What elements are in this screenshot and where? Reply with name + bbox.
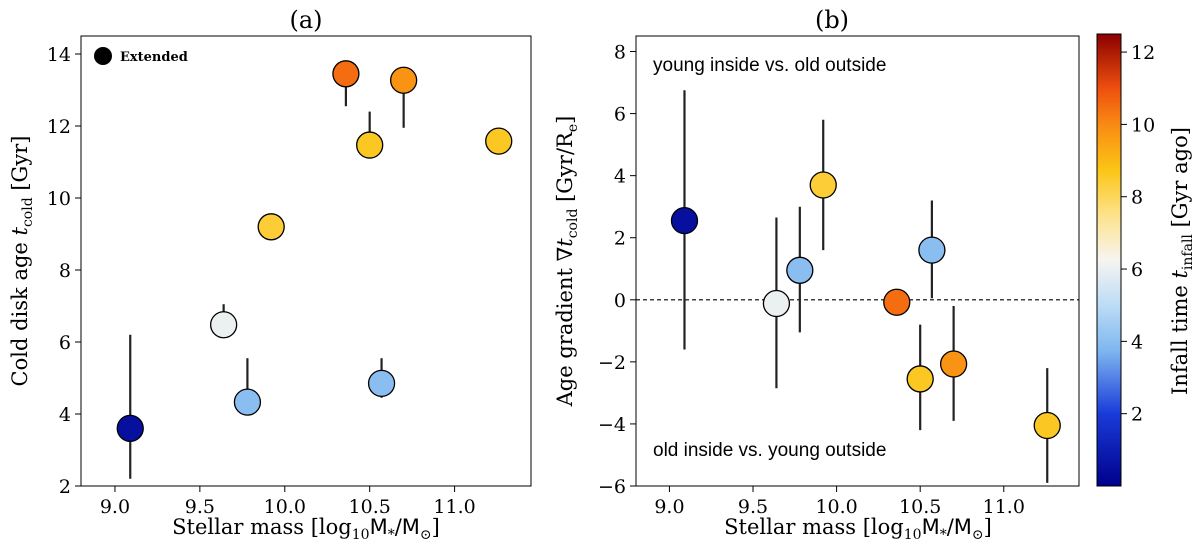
data-point: [883, 288, 911, 316]
y-tick-label: 8: [614, 42, 626, 64]
data-point: [786, 256, 814, 284]
colorbar-tick-label: 12: [1131, 42, 1155, 64]
colorbar-tick-label: 8: [1131, 187, 1143, 209]
colorbar-label: Infall time tinfall [Gyr ago]: [1168, 127, 1196, 395]
y-tick-label: 0: [614, 290, 626, 312]
y-tick-label: 4: [59, 404, 71, 426]
panel-a-markers: [116, 60, 513, 479]
x-tick-label: 9.0: [654, 496, 684, 518]
x-tick-label: 11.0: [433, 496, 475, 518]
data-point: [918, 236, 946, 264]
annotation-bottom: old inside vs. young outside: [653, 440, 886, 461]
data-point: [485, 127, 513, 155]
panel-b-frame: [635, 35, 1080, 487]
panel-a-frame: [80, 35, 532, 487]
data-point: [762, 289, 791, 318]
legend-label: Extended: [120, 50, 188, 65]
y-tick-label: 6: [59, 332, 71, 354]
y-tick-label: 10: [47, 188, 71, 210]
data-point: [1033, 411, 1061, 440]
y-tick-label: 2: [614, 228, 626, 250]
data-point: [209, 311, 238, 339]
panel-a-title: (a): [289, 6, 322, 34]
panel-b: (b) 9.0 9.5 10.0 10.5 11.0 −6 −4 −2 0 2 4 6 8 young …: [553, 6, 1080, 543]
x-tick-label: 10.0: [264, 496, 306, 518]
data-point: [356, 131, 384, 159]
data-point: [670, 207, 699, 235]
colorbar-tick-label: 10: [1131, 114, 1155, 136]
y-tick-label: −2: [598, 352, 626, 374]
legend-marker: [94, 47, 112, 65]
x-tick-label: 11.0: [983, 496, 1025, 518]
panel-b-markers: [670, 90, 1061, 483]
panel-b-ticks: 9.0 9.5 10.0 10.5 11.0 −6 −4 −2 0 2 4 6 8: [598, 42, 1025, 518]
data-point: [809, 171, 837, 199]
x-tick-label: 9.5: [185, 496, 215, 518]
y-tick-label: 14: [47, 44, 71, 66]
y-tick-label: −4: [598, 414, 626, 436]
panel-b-title: (b): [815, 6, 849, 34]
y-tick-label: 2: [59, 476, 71, 498]
data-point: [906, 365, 934, 393]
x-tick-label: 10.0: [815, 496, 857, 518]
data-point: [939, 350, 968, 378]
annotation-top: young inside vs. old outside: [653, 55, 886, 76]
x-tick-label: 9.0: [100, 496, 130, 518]
x-tick-label: 10.5: [349, 496, 391, 518]
panel-a-ylabel: Cold disk age tcold [Gyr]: [8, 136, 36, 387]
colorbar: 2 4 6 8 10 12 Infall time tinfall [Gyr ago]: [1096, 33, 1196, 487]
panel-a-ticks: 9.0 9.5 10.0 10.5 11.0 2 4 6 8 10 12 14: [47, 44, 476, 518]
colorbar-tick-label: 4: [1131, 331, 1143, 353]
x-tick-label: 10.5: [899, 496, 941, 518]
x-tick-label: 9.5: [738, 496, 768, 518]
data-point: [367, 369, 396, 398]
colorbar-gradient: [1096, 33, 1122, 487]
data-point: [116, 414, 144, 443]
data-point: [332, 60, 360, 88]
panel-b-ylabel: Age gradient ∇tcold [Gyr/Re]: [553, 116, 581, 408]
y-tick-label: 4: [614, 166, 626, 188]
panel-a-xlabel: Stellar mass [log10M*/M⊙]: [172, 515, 440, 543]
panel-b-xlabel: Stellar mass [log10M*/M⊙]: [724, 515, 992, 543]
y-tick-label: 12: [47, 116, 71, 138]
y-tick-label: 8: [59, 260, 71, 282]
panel-a: (a) 9.0 9.5 10.0 10.5 11.0 2 4 6 8 10 12 14 Extende…: [8, 6, 532, 543]
y-tick-label: 6: [614, 104, 626, 126]
data-point: [257, 213, 285, 241]
data-point: [389, 66, 418, 94]
colorbar-ticks: 2 4 6 8 10 12: [1121, 42, 1155, 426]
y-tick-label: −6: [598, 476, 626, 498]
data-point: [233, 388, 262, 416]
colorbar-tick-label: 2: [1131, 404, 1143, 426]
colorbar-tick-label: 6: [1131, 259, 1143, 281]
